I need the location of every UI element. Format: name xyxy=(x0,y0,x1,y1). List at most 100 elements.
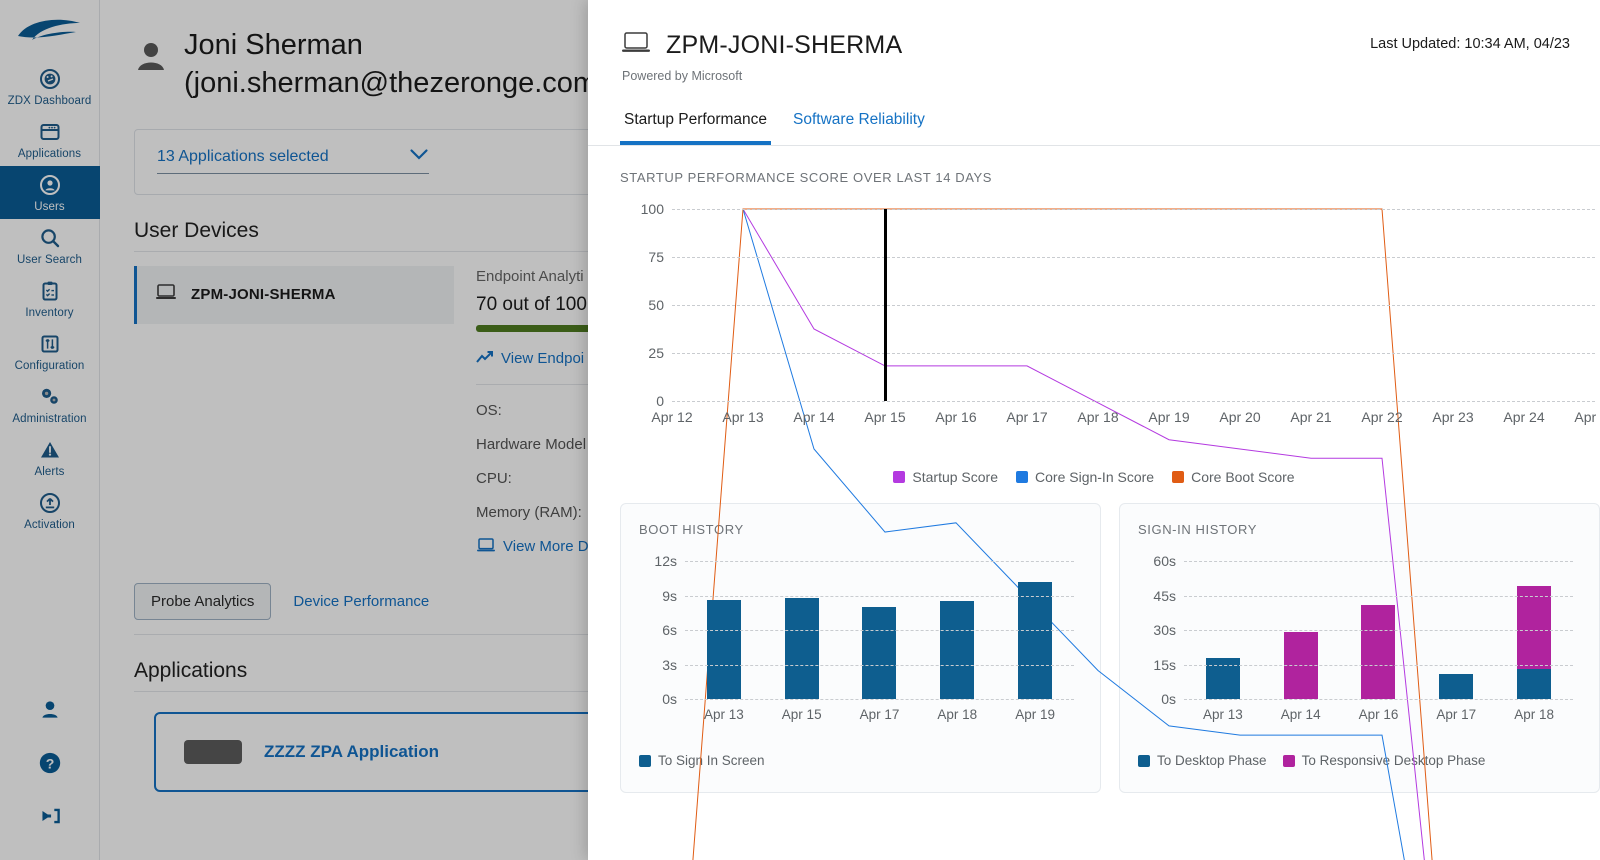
grid-line xyxy=(685,664,1074,666)
sidebar-bottom-actions: ? xyxy=(36,697,64,834)
y-axis-tick: 30s xyxy=(1153,622,1176,638)
gears-icon xyxy=(2,385,98,411)
x-axis-tick: Apr 13 xyxy=(704,707,744,722)
applications-heading: Applications xyxy=(134,658,248,682)
legend-swatch xyxy=(893,471,906,483)
legend-label: To Responsive Desktop Phase xyxy=(1301,753,1486,768)
signin-history-chart: Apr 13 Apr 14 Apr 16 Apr 17 Apr 18 0s 15s 30s 4… xyxy=(1138,553,1581,727)
last-updated-label: Last Updated: 10:34 AM, 04/23 xyxy=(1370,36,1570,52)
sidebar-item-configuration[interactable]: Configuration xyxy=(0,325,100,378)
x-axis-tick: Apr 16 xyxy=(1358,707,1399,722)
avatar xyxy=(134,36,168,76)
bar-column[interactable]: Apr 15 xyxy=(782,561,822,722)
boot-history-title: BOOT HISTORY xyxy=(639,522,744,537)
grid-line xyxy=(1184,699,1573,700)
sidebar: ZDX Dashboard Applications Users User Se… xyxy=(0,0,100,860)
signin-chart-plot-area: Apr 13 Apr 14 Apr 16 Apr 17 Apr 18 0s 15s 30s 4… xyxy=(1153,553,1573,722)
laptop-icon xyxy=(620,30,652,61)
y-axis-tick: 60s xyxy=(1153,553,1176,569)
x-axis-tick: Apr 16 xyxy=(935,409,977,425)
bar-column[interactable]: Apr 19 xyxy=(1015,561,1055,722)
bar-column[interactable]: Apr 18 xyxy=(937,561,977,722)
x-axis-tick: Apr 15 xyxy=(864,409,906,425)
sidebar-item-administration[interactable]: Administration xyxy=(0,378,100,431)
x-axis-tick: Apr 19 xyxy=(1015,707,1055,722)
meta-memory: Memory (RAM): xyxy=(476,503,582,521)
tab-probe-analytics[interactable]: Probe Analytics xyxy=(134,582,272,620)
laptop-icon xyxy=(155,283,177,306)
legend-item[interactable]: Core Sign-In Score xyxy=(1016,469,1154,485)
line-series xyxy=(672,209,1595,860)
y-axis-tick: 0s xyxy=(1161,691,1176,707)
legend-swatch xyxy=(1138,754,1150,767)
grid-line xyxy=(672,353,1595,354)
x-axis-tick: Apr 17 xyxy=(1436,707,1477,722)
sidebar-item-user-search[interactable]: User Search xyxy=(0,219,100,272)
x-axis-tick: Apr 25 xyxy=(1574,409,1600,425)
grid-line xyxy=(1184,561,1573,562)
sidebar-item-applications[interactable]: Applications xyxy=(0,113,100,166)
sidebar-item-label: Alerts xyxy=(34,466,65,478)
device-card[interactable]: ZPM-JONI-SHERMA xyxy=(134,265,454,324)
grid-line xyxy=(685,561,1074,562)
y-axis-tick: 15s xyxy=(1153,656,1176,673)
user-icon[interactable] xyxy=(37,697,63,728)
meta-hardware-model: Hardware Model xyxy=(476,435,587,453)
x-axis-tick: Apr 13 xyxy=(1203,707,1243,722)
view-endpoint-link[interactable]: View Endpoi xyxy=(476,350,584,368)
device-name: ZPM-JONI-SHERMA xyxy=(191,286,336,304)
y-axis-tick: 25 xyxy=(648,345,664,361)
sidebar-item-users[interactable]: Users xyxy=(0,166,100,219)
sidebar-item-label: Applications xyxy=(17,148,82,160)
legend-item[interactable]: Core Boot Score xyxy=(1172,469,1295,485)
legend-item[interactable]: To Responsive Desktop Phase xyxy=(1282,753,1486,768)
page-title: Joni Sherman (joni.sherman@thezeronge.co… xyxy=(184,29,607,100)
help-question-icon[interactable]: ? xyxy=(37,750,63,781)
bar-column[interactable]: Apr 13 xyxy=(704,561,744,722)
zscaler-logo xyxy=(14,12,86,52)
bar-segment xyxy=(1283,632,1318,699)
trend-up-icon xyxy=(476,350,494,368)
boot-bars: Apr 13 Apr 15 Apr 17 Apr 18 Apr 19 xyxy=(685,561,1074,722)
sidebar-item-label: Activation xyxy=(24,519,75,531)
legend-item[interactable]: To Sign In Screen xyxy=(639,753,765,768)
bar-column[interactable]: Apr 14 xyxy=(1281,561,1321,722)
bar-column[interactable]: Apr 17 xyxy=(1436,561,1476,722)
line-series xyxy=(743,209,1595,860)
boot-history-legend: To Sign In Screen xyxy=(639,753,1082,768)
x-axis-tick: Apr 18 xyxy=(937,707,978,722)
clipboard-icon xyxy=(2,279,98,305)
application-logo-icon xyxy=(184,739,242,764)
x-axis-tick: Apr 20 xyxy=(1219,409,1261,425)
boot-chart-plot-area: Apr 13 Apr 15 Apr 17 Apr 18 Apr 19 0s 3s 6s 9s 1… xyxy=(654,553,1074,722)
legend-label: To Sign In Screen xyxy=(658,753,765,768)
bar-segment xyxy=(1018,581,1053,699)
application-select[interactable]: 13 Applications selected xyxy=(157,148,429,174)
sidebar-item-alerts[interactable]: Alerts xyxy=(0,431,100,484)
y-axis-tick: 12s xyxy=(654,553,677,569)
sidebar-item-inventory[interactable]: Inventory xyxy=(0,272,100,325)
view-more-details-link[interactable]: View More D xyxy=(476,537,589,557)
logout-icon[interactable] xyxy=(36,803,64,834)
tab-startup-performance[interactable]: Startup Performance xyxy=(620,105,772,145)
legend-label: Core Boot Score xyxy=(1191,469,1295,485)
endpoint-analytics-label: Endpoint Analyti xyxy=(476,267,584,285)
bar-column[interactable]: Apr 17 xyxy=(860,561,899,722)
tab-software-reliability[interactable]: Software Reliability xyxy=(793,111,925,128)
chevron-down-icon xyxy=(409,148,429,166)
x-axis-tick: Apr 12 xyxy=(651,409,693,425)
sidebar-item-zdx-dashboard[interactable]: ZDX Dashboard xyxy=(0,60,100,113)
bar-column[interactable]: Apr 18 xyxy=(1514,561,1554,722)
signin-history-legend: To Desktop Phase To Responsive Desktop Ph… xyxy=(1138,753,1581,768)
y-axis-tick: 3s xyxy=(662,656,677,673)
tab-device-performance[interactable]: Device Performance xyxy=(293,592,430,610)
x-axis-tick: Apr 24 xyxy=(1503,409,1545,425)
search-icon xyxy=(2,226,98,252)
svg-text:?: ? xyxy=(45,755,54,771)
grid-line xyxy=(672,257,1595,258)
bar-column[interactable]: Apr 16 xyxy=(1359,561,1398,722)
sidebar-item-activation[interactable]: Activation xyxy=(0,484,100,537)
legend-item[interactable]: Startup Score xyxy=(893,469,998,485)
legend-label: Startup Score xyxy=(912,469,999,485)
legend-item[interactable]: To Desktop Phase xyxy=(1138,753,1267,768)
